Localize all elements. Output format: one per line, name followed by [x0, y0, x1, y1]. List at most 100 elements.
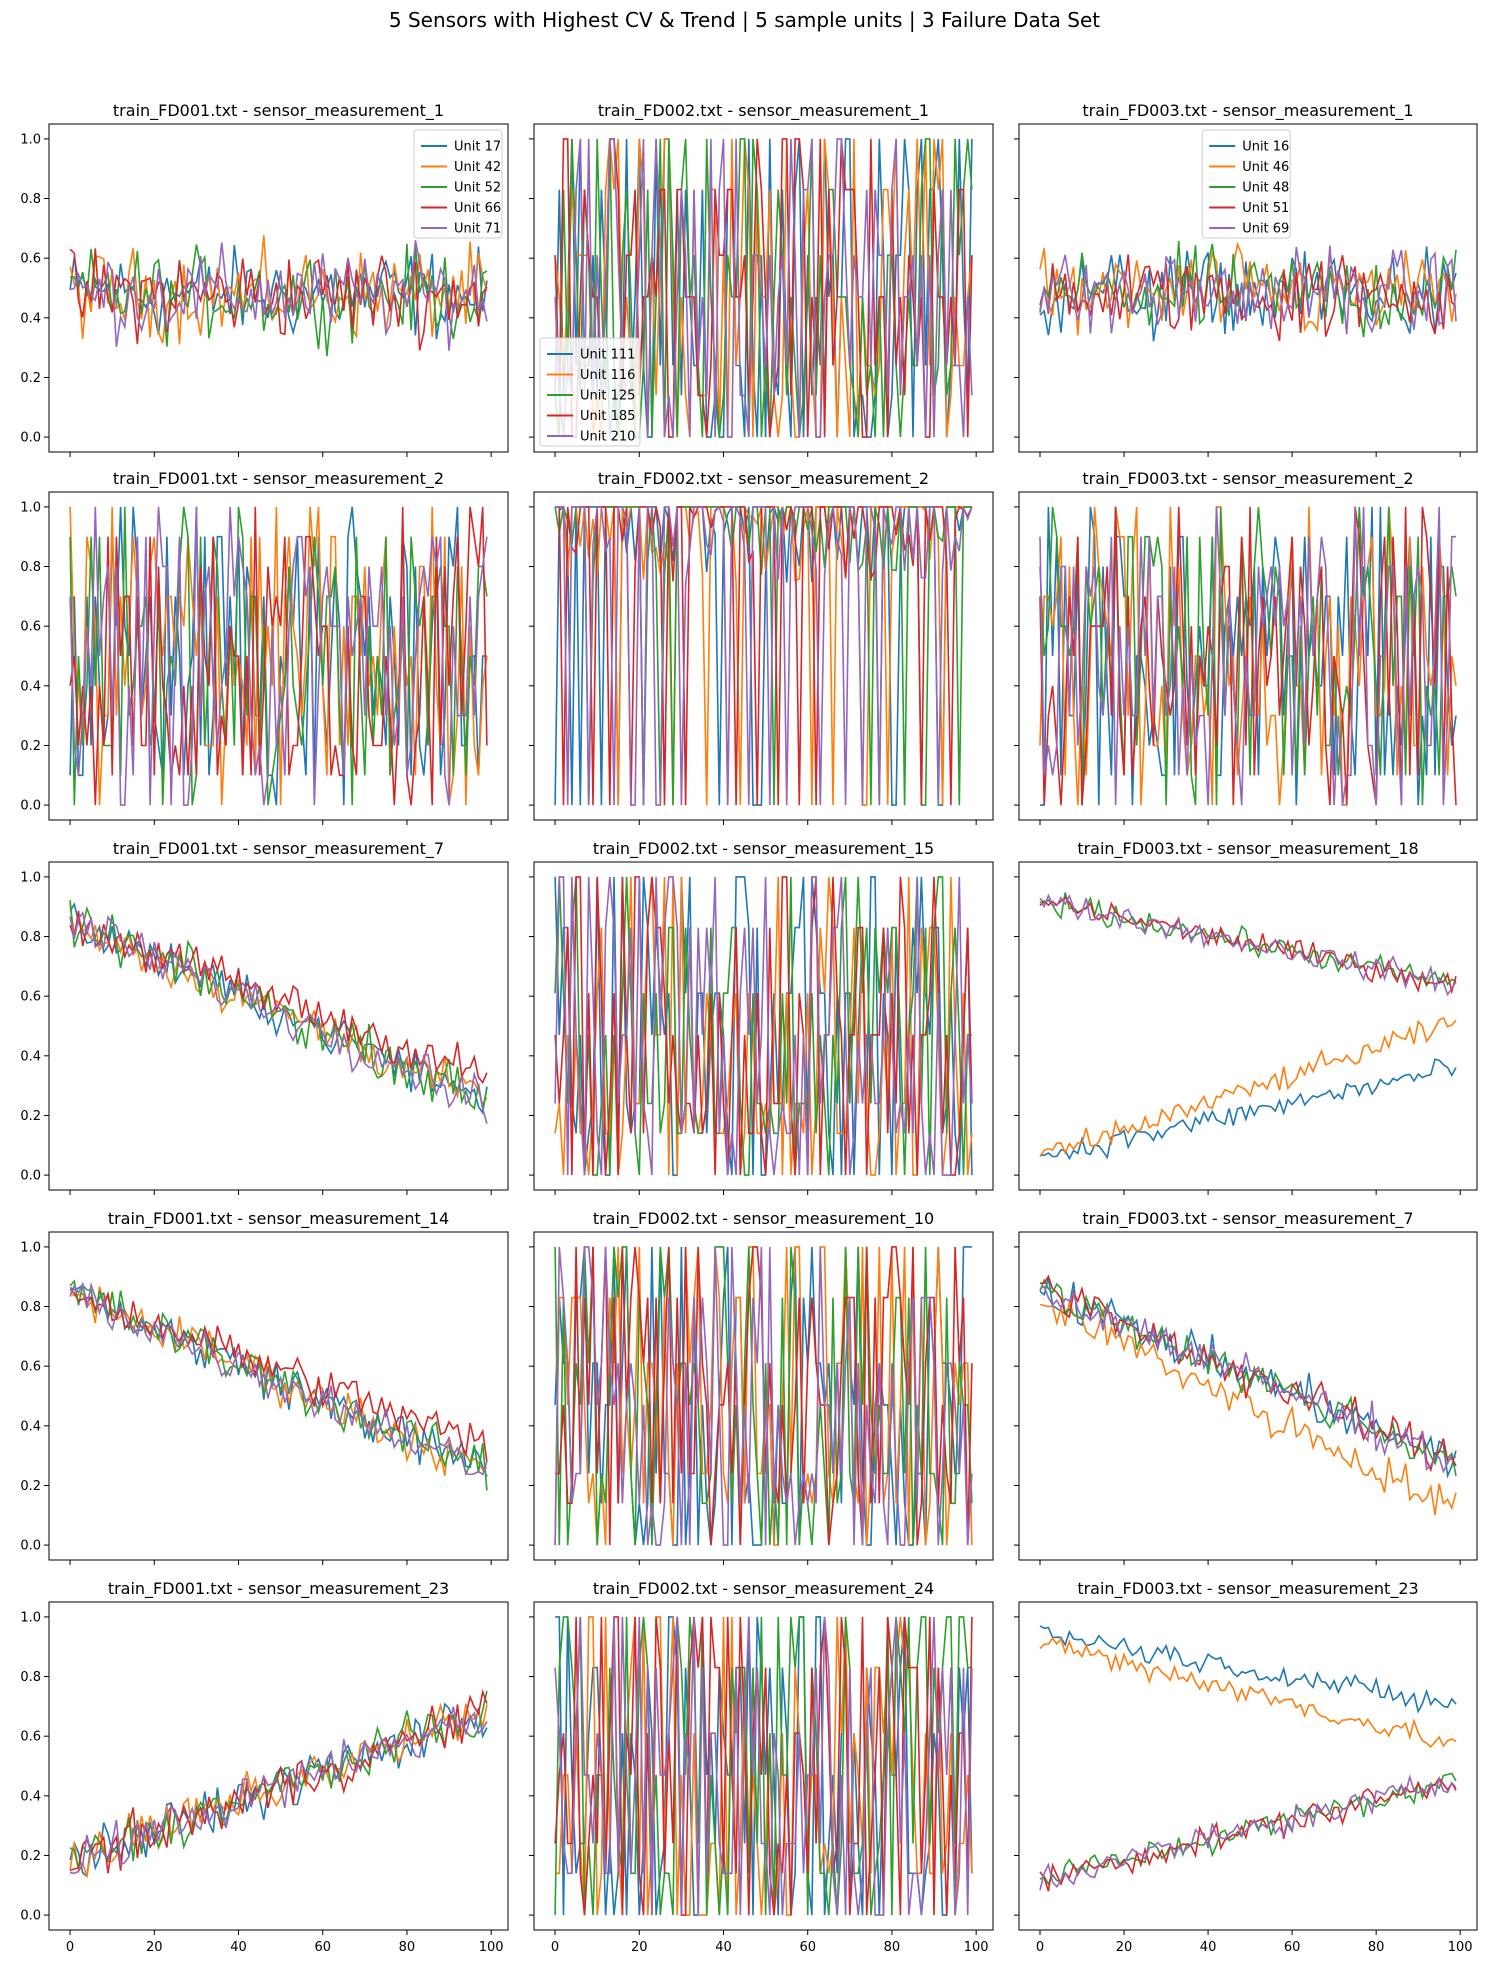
y-tick-label: 0.4 — [20, 1789, 41, 1804]
series-group — [69, 1279, 488, 1491]
y-tick-label: 0.0 — [20, 1539, 41, 1554]
axes-frame — [1018, 1601, 1478, 1931]
series-line-unit-71 — [69, 910, 488, 1124]
legend: Unit 111 Unit 116 Unit 125 Unit 185 Unit 210 — [539, 337, 641, 447]
y-tick-label: 0.4 — [20, 679, 41, 694]
axes-frame — [48, 123, 509, 453]
series-line-unit-210 — [554, 1246, 973, 1546]
axes-frame — [48, 1231, 509, 1561]
series-line-unit-111 — [554, 138, 973, 438]
x-tick-label: 40 — [1200, 1940, 1217, 1955]
series-group — [69, 506, 488, 806]
subplot-title: train_FD002.txt - sensor_measurement_2 — [598, 469, 929, 489]
series-line-unit-42 — [69, 1702, 488, 1877]
subplot-title: train_FD003.txt - sensor_measurement_23 — [1077, 1579, 1418, 1599]
series-line-unit-210 — [554, 876, 973, 1176]
series-line-unit-66 — [69, 248, 488, 351]
y-tick-label: 1.0 — [20, 132, 41, 147]
legend-entry: Unit 185 — [580, 409, 635, 424]
subplot-title: train_FD001.txt - sensor_measurement_14 — [108, 1209, 449, 1229]
series-line-unit-71 — [69, 1706, 488, 1875]
x-tick-label: 100 — [1448, 1940, 1473, 1955]
series-line-unit-185 — [554, 1616, 973, 1916]
series-line-unit-42 — [69, 1286, 488, 1476]
axes-frame — [1018, 1231, 1478, 1561]
subplot-15: train_FD003.txt - sensor_measurement_23 0… — [1014, 1579, 1478, 1955]
legend-entry: Unit 71 — [454, 222, 501, 237]
x-tick-label: 40 — [715, 1940, 732, 1955]
subplot-1: train_FD001.txt - sensor_measurement_1 0.… — [20, 101, 509, 457]
y-tick-label: 1.0 — [20, 1610, 41, 1625]
series-line-unit-71 — [69, 506, 488, 806]
y-tick-label: 0.6 — [20, 990, 41, 1005]
x-tick-label: 60 — [799, 1940, 816, 1955]
y-tick-label: 0.8 — [20, 930, 41, 945]
subplot-12: train_FD003.txt - sensor_measurement_7 — [1014, 1209, 1478, 1565]
legend-entry: Unit 16 — [1242, 140, 1289, 155]
legend-entry: Unit 116 — [580, 368, 635, 383]
y-tick-label: 0.8 — [20, 1670, 41, 1685]
y-tick-label: 1.0 — [20, 870, 41, 885]
y-tick-label: 1.0 — [20, 1240, 41, 1255]
subplot-7: train_FD001.txt - sensor_measurement_7 0.… — [20, 839, 509, 1195]
y-tick-label: 0.8 — [20, 1300, 41, 1315]
axes-frame — [533, 491, 994, 821]
x-tick-label: 20 — [146, 1940, 163, 1955]
series-group — [69, 900, 488, 1124]
series-group — [69, 235, 488, 357]
subplot-3: train_FD003.txt - sensor_measurement_1 Un… — [1014, 101, 1478, 457]
legend-entry: Unit 111 — [580, 348, 635, 363]
x-tick-label: 80 — [884, 1940, 901, 1955]
x-tick-label: 60 — [1284, 1940, 1301, 1955]
subplot-title: train_FD002.txt - sensor_measurement_1 — [598, 101, 929, 121]
subplot-14: train_FD002.txt - sensor_measurement_24 0… — [529, 1579, 994, 1955]
y-tick-label: 0.6 — [20, 620, 41, 635]
series-group — [554, 876, 973, 1176]
series-line-unit-125 — [554, 1616, 972, 1916]
y-tick-label: 0.0 — [20, 799, 41, 814]
x-tick-label: 20 — [631, 1940, 648, 1955]
subplot-title: train_FD002.txt - sensor_measurement_24 — [593, 1579, 934, 1599]
x-tick-label: 80 — [399, 1940, 416, 1955]
x-tick-label: 80 — [1368, 1940, 1385, 1955]
x-tick-label: 100 — [479, 1940, 504, 1955]
series-group — [1039, 892, 1457, 1161]
legend-entry: Unit 210 — [580, 430, 635, 445]
x-tick-label: 100 — [964, 1940, 989, 1955]
series-line-unit-46 — [1039, 1636, 1457, 1749]
series-group — [1039, 241, 1457, 342]
y-tick-label: 0.6 — [20, 252, 41, 267]
series-group — [1039, 1274, 1457, 1516]
axes-frame — [533, 1601, 994, 1931]
y-tick-label: 1.0 — [20, 500, 41, 515]
subplot-title: train_FD001.txt - sensor_measurement_2 — [113, 469, 444, 489]
subplot-title: train_FD003.txt - sensor_measurement_1 — [1082, 101, 1413, 121]
series-line-unit-125 — [554, 138, 973, 438]
legend-entry: Unit 69 — [1242, 222, 1289, 237]
y-tick-label: 0.0 — [20, 1909, 41, 1924]
y-tick-label: 0.6 — [20, 1360, 41, 1375]
axes-frame — [48, 491, 509, 821]
subplot-8: train_FD002.txt - sensor_measurement_15 — [529, 839, 994, 1195]
axes-frame — [1018, 861, 1478, 1191]
subplot-6: train_FD003.txt - sensor_measurement_2 — [1014, 469, 1478, 825]
legend-entry: Unit 66 — [454, 201, 501, 216]
series-line-unit-51 — [1039, 1776, 1457, 1892]
x-tick-label: 60 — [314, 1940, 331, 1955]
series-line-unit-71 — [69, 1281, 488, 1476]
y-tick-label: 0.2 — [20, 1109, 41, 1124]
series-line-unit-51 — [1039, 1274, 1457, 1473]
series-group — [554, 504, 973, 806]
series-line-unit-46 — [1039, 1016, 1457, 1157]
legend-entry: Unit 42 — [454, 160, 501, 175]
series-line-unit-71 — [69, 240, 488, 351]
y-tick-label: 0.2 — [20, 1849, 41, 1864]
series-line-unit-46 — [1039, 1301, 1457, 1516]
subplot-2: train_FD002.txt - sensor_measurement_1 Un… — [529, 101, 994, 457]
legend: Unit 16 Unit 46 Unit 48 Unit 51 Unit 69 — [1201, 129, 1291, 239]
series-line-unit-69 — [1039, 506, 1456, 806]
legend-entry: Unit 52 — [454, 181, 501, 196]
axes-frame — [48, 1601, 509, 1931]
y-tick-label: 0.4 — [20, 1419, 41, 1434]
